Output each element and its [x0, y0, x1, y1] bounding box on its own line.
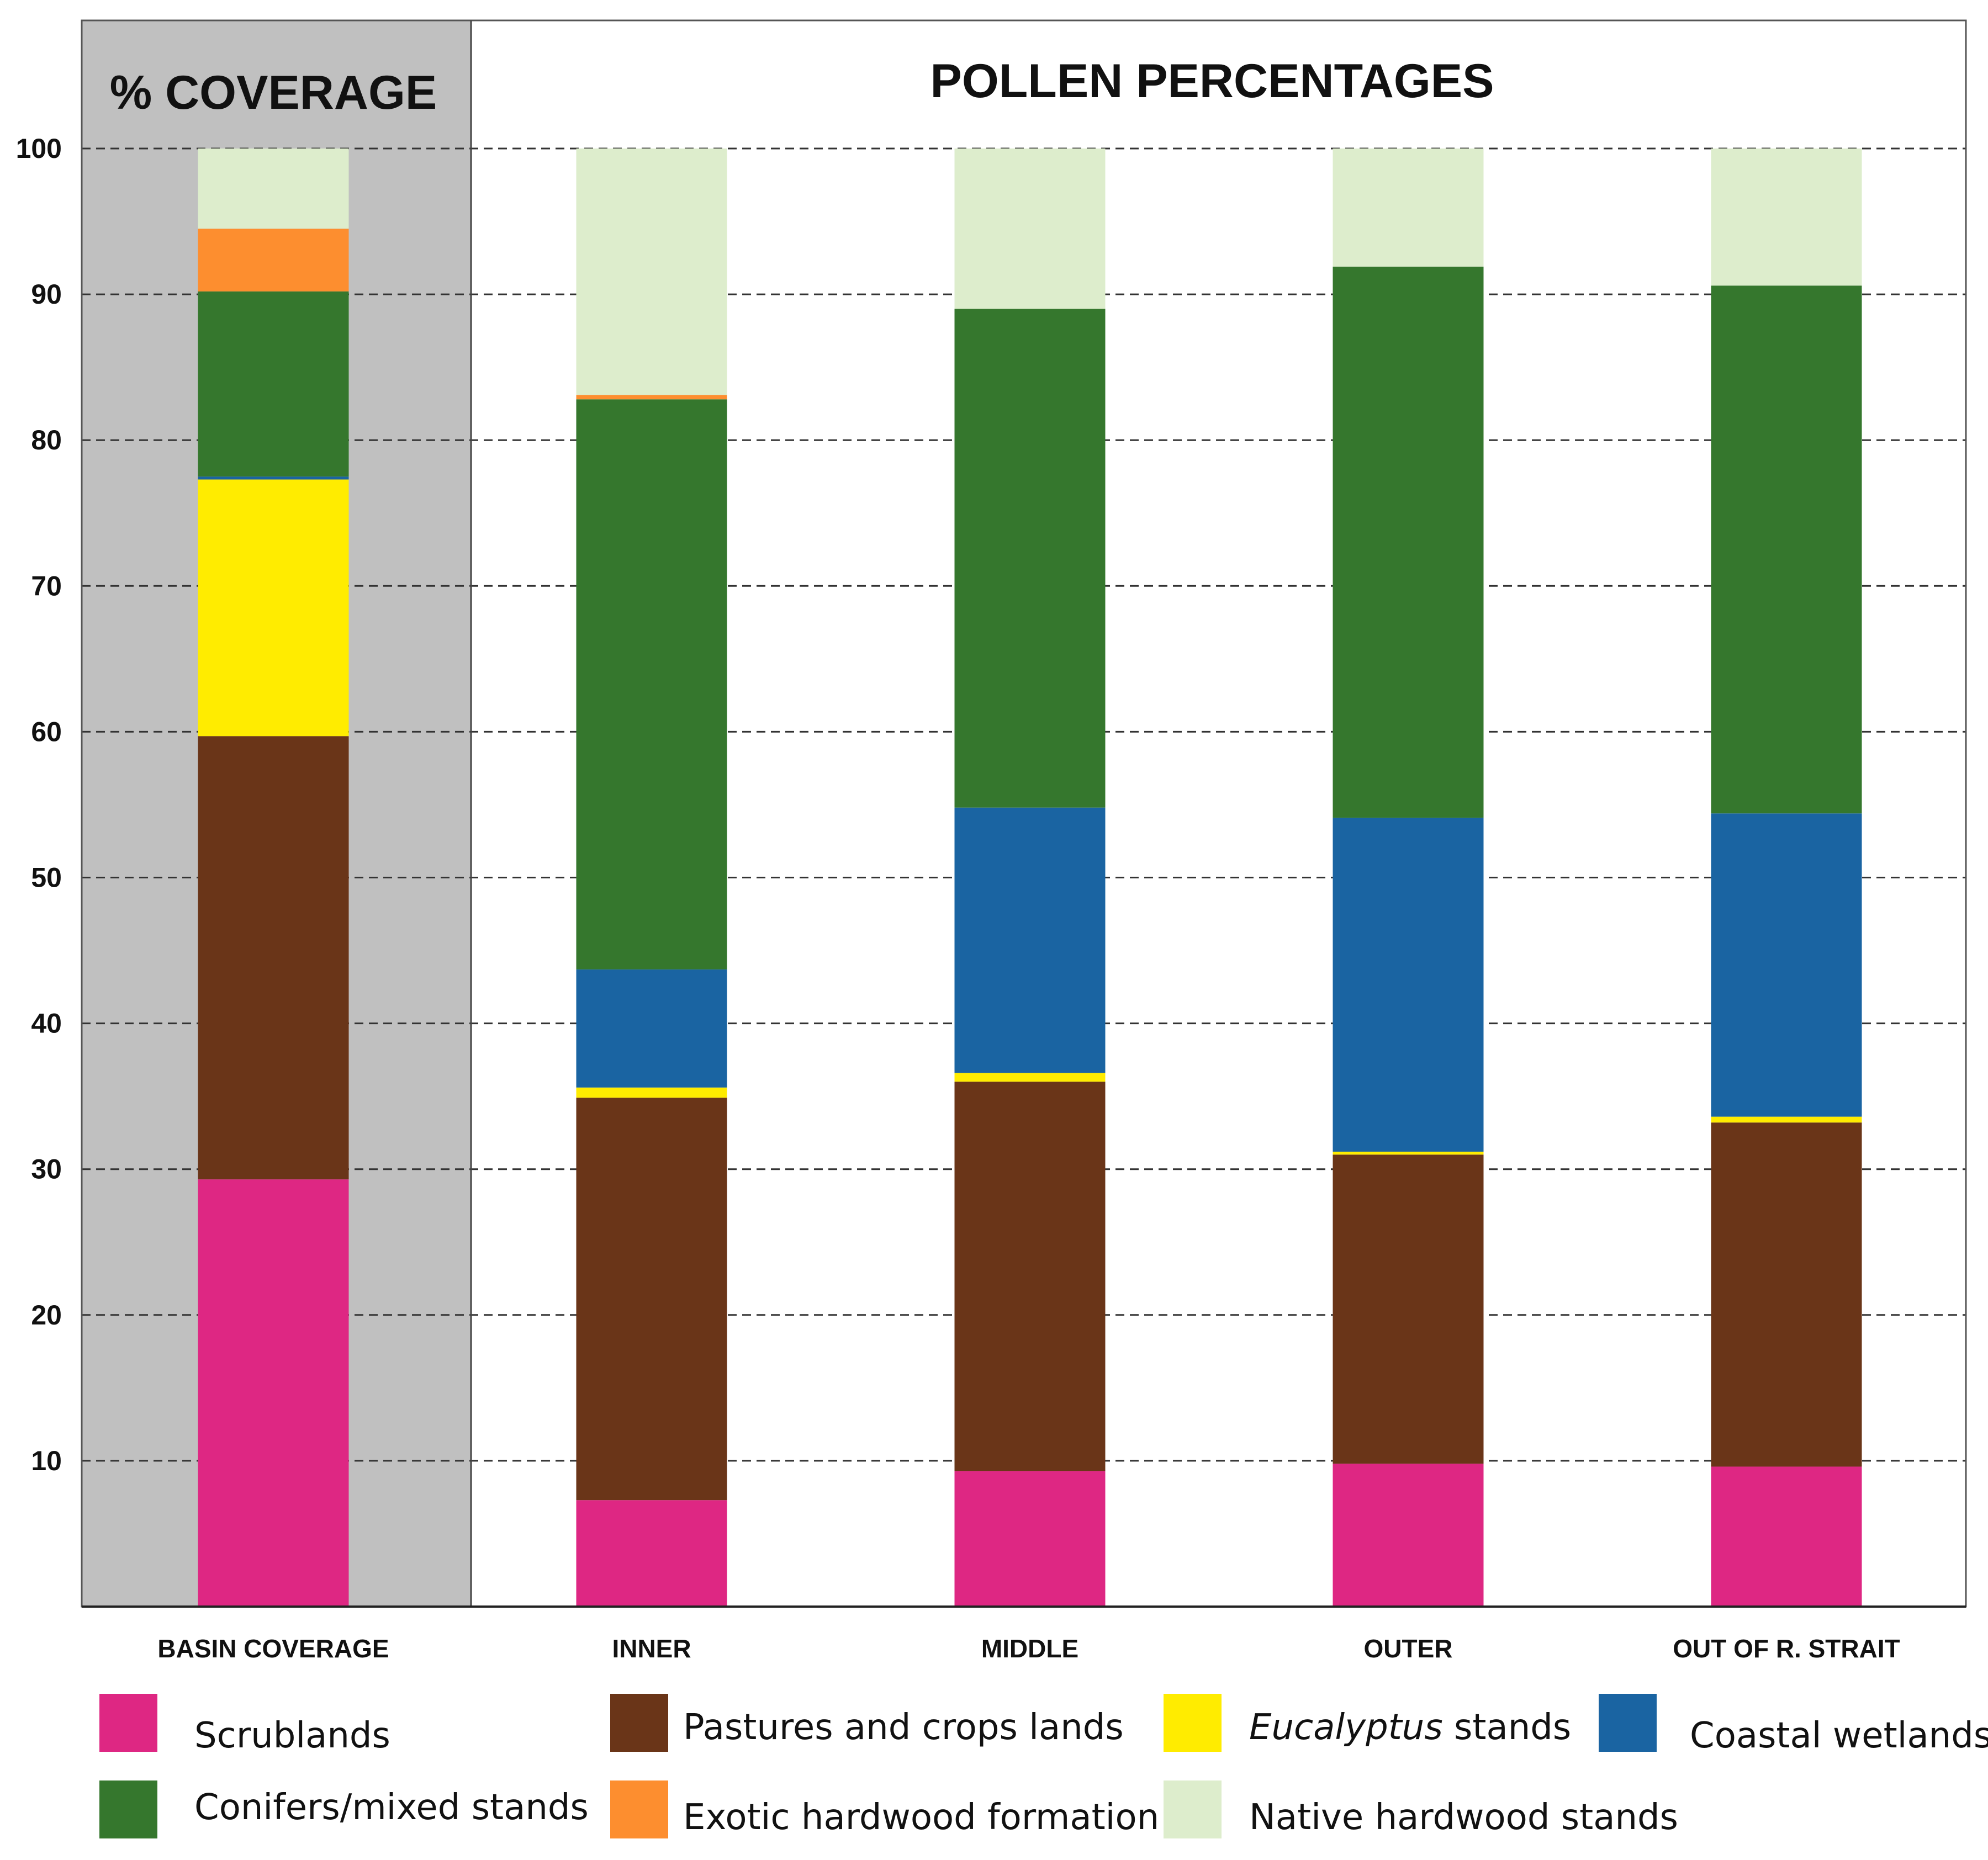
- legend-swatch: [610, 1780, 668, 1838]
- bar-segment: [1711, 285, 1862, 814]
- bar-segment: [198, 229, 349, 292]
- x-axis-category-labels: BASIN COVERAGE INNER MIDDLE OUTER OUT OF R. …: [157, 1634, 1900, 1663]
- bar-segment: [576, 1098, 727, 1501]
- bar-segment: [954, 807, 1106, 1073]
- legend-swatch: [1599, 1694, 1657, 1752]
- x-category-label: INNER: [612, 1634, 691, 1663]
- bar-segment: [1333, 266, 1484, 818]
- y-tick-label: 90: [31, 279, 62, 310]
- legend-item: Scrublands: [99, 1694, 390, 1756]
- x-category-label: BASIN COVERAGE: [157, 1634, 389, 1663]
- y-tick-label: 50: [31, 862, 62, 893]
- bar-segment: [1333, 818, 1484, 1152]
- y-tick-label: 40: [31, 1008, 62, 1039]
- bar-segment: [576, 399, 727, 969]
- bar-segment: [1333, 1152, 1484, 1155]
- bar-segment: [1711, 813, 1862, 1117]
- bars: [198, 149, 1862, 1607]
- y-tick-label: 70: [31, 570, 62, 601]
- y-tick-label: 10: [31, 1445, 62, 1476]
- bar-segment: [576, 969, 727, 1088]
- legend-label: Pastures and crops lands: [683, 1707, 1124, 1748]
- x-category-label: OUTER: [1364, 1634, 1453, 1663]
- legend-item: Coastal wetlands: [1599, 1694, 1988, 1756]
- bar-segment: [954, 309, 1106, 808]
- bar-segment: [576, 1500, 727, 1607]
- bar-segment: [1711, 1122, 1862, 1467]
- bar-segment: [576, 395, 727, 400]
- bar-segment: [1711, 1116, 1862, 1123]
- bar-segment: [954, 1471, 1106, 1607]
- bar-segment: [198, 1179, 349, 1607]
- legend-swatch: [610, 1694, 668, 1752]
- legend-item: Eucalyptus stands: [1164, 1694, 1571, 1752]
- legend-item: Conifers/mixed stands: [99, 1780, 589, 1838]
- y-tick-label: 100: [16, 133, 62, 164]
- bar-segment: [198, 476, 349, 480]
- y-tick-label: 80: [31, 425, 62, 455]
- bar-segment: [1333, 149, 1484, 267]
- bar-segment: [198, 736, 349, 1180]
- bar-segment: [198, 149, 349, 229]
- bar-segment: [954, 149, 1106, 309]
- bar-segment: [954, 1082, 1106, 1471]
- bar-segment: [576, 149, 727, 395]
- bar-segment: [1333, 1154, 1484, 1464]
- legend-swatch: [1164, 1780, 1222, 1838]
- bar-segment: [198, 479, 349, 736]
- legend-label: Native hardwood stands: [1249, 1797, 1678, 1838]
- bar-segment: [954, 1073, 1106, 1082]
- legend: Scrublands Pastures and crops lands Eucaly…: [99, 1694, 1988, 1838]
- y-tick-label: 20: [31, 1300, 62, 1331]
- legend-label: Eucalyptus stands: [1249, 1707, 1571, 1748]
- y-axis-ticks: 10 20 30 40 50 60 70 80 90 100: [16, 133, 62, 1476]
- legend-swatch: [99, 1780, 157, 1838]
- legend-label: Exotic hardwood formation: [683, 1797, 1159, 1838]
- bar-segment: [576, 1087, 727, 1098]
- bar-segment: [1711, 1466, 1862, 1607]
- bar-segment: [198, 291, 349, 477]
- legend-item: Exotic hardwood formation: [610, 1780, 1159, 1838]
- bar-segment: [1711, 149, 1862, 286]
- legend-label: Conifers/mixed stands: [194, 1787, 589, 1828]
- legend-label: Scrublands: [194, 1715, 390, 1756]
- pollen-panel-title: POLLEN PERCENTAGES: [930, 55, 1494, 108]
- x-category-label: OUT OF R. STRAIT: [1673, 1634, 1900, 1663]
- x-category-label: MIDDLE: [981, 1634, 1078, 1663]
- y-tick-label: 30: [31, 1154, 62, 1185]
- bar-segment: [1333, 1464, 1484, 1607]
- legend-label: Coastal wetlands: [1690, 1715, 1988, 1756]
- legend-item: Native hardwood stands: [1164, 1780, 1678, 1838]
- legend-swatch: [1164, 1694, 1222, 1752]
- coverage-panel-title: % COVERAGE: [110, 66, 437, 119]
- y-tick-label: 60: [31, 716, 62, 747]
- legend-swatch: [99, 1694, 157, 1752]
- legend-item: Pastures and crops lands: [610, 1694, 1124, 1752]
